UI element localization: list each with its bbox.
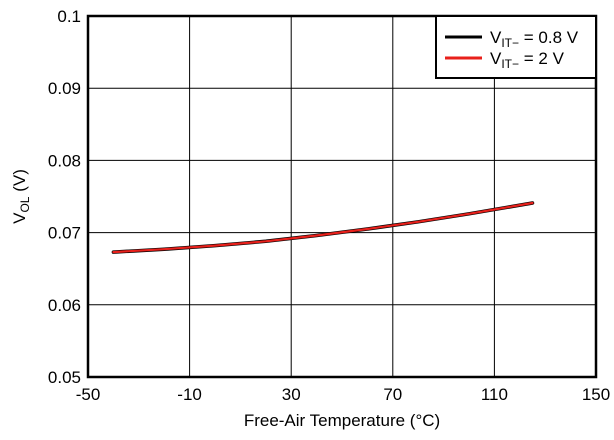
x-axis-ticks: -50 -10 30 70 110 150 <box>76 385 610 404</box>
series-line-1 <box>112 201 534 254</box>
y-tick-label-1: 0.06 <box>48 296 81 315</box>
legend-label-1-sub: IT− <box>501 57 519 71</box>
y-tick-label-2: 0.07 <box>48 224 81 243</box>
x-tick-label-0: -50 <box>76 385 101 404</box>
legend-label-0: VIT− = 0.8 V <box>490 28 579 50</box>
y-tick-label-5: 0.1 <box>57 7 81 26</box>
series-layer <box>111 201 535 254</box>
legend: VIT− = 0.8 V VIT− = 2 V <box>435 15 597 79</box>
y-axis-label-main: V <box>10 212 29 224</box>
legend-label-1-main: V <box>490 49 502 68</box>
x-tick-label-2: 30 <box>282 385 301 404</box>
x-tick-label-4: 110 <box>481 385 508 404</box>
y-axis-label: VOL (V) <box>10 169 32 224</box>
x-tick-label-1: -10 <box>177 385 202 404</box>
x-tick-label-3: 70 <box>383 385 402 404</box>
series-line-0 <box>111 201 535 254</box>
legend-label-0-main: V <box>490 28 502 47</box>
y-axis-label-sub: OL <box>18 196 32 212</box>
plot-frame <box>86 14 598 379</box>
legend-label-0-tail: = 0.8 V <box>519 28 579 47</box>
y-axis-label-tail: (V) <box>10 169 29 196</box>
legend-label-0-sub: IT− <box>501 36 519 50</box>
legend-box <box>435 15 597 79</box>
x-tick-label-5: 150 <box>582 385 610 404</box>
y-tick-label-4: 0.09 <box>48 79 81 98</box>
x-axis-label: Free-Air Temperature (°C) <box>244 411 440 430</box>
legend-label-1-tail: = 2 V <box>519 49 565 68</box>
y-tick-label-0: 0.05 <box>48 368 81 387</box>
y-tick-label-3: 0.08 <box>48 151 81 170</box>
y-axis-ticks: 0.05 0.06 0.07 0.08 0.09 0.1 <box>48 7 81 387</box>
legend-label-1: VIT− = 2 V <box>490 49 565 71</box>
